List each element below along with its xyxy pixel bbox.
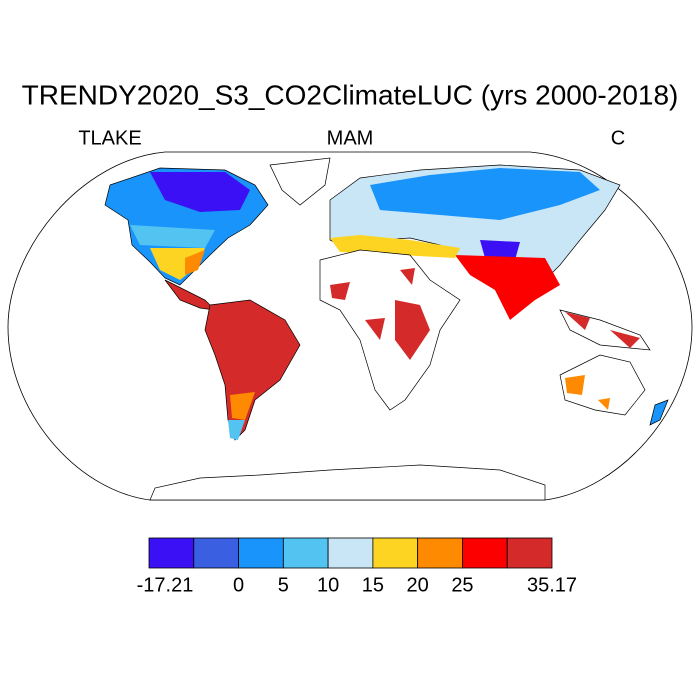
region: [370, 168, 600, 220]
colorbar-box: [238, 537, 284, 569]
new-zealand: [649, 399, 669, 426]
region: [598, 398, 610, 410]
colorbar-tick-label: 0: [233, 574, 244, 596]
colorbar-box: [506, 537, 553, 569]
colorbar-tick-label: 10: [317, 574, 339, 596]
australia: [559, 354, 646, 416]
africa: [319, 249, 461, 411]
region: [185, 250, 205, 275]
subtitle-center: MAM: [327, 127, 374, 149]
subtitle-right: C: [611, 127, 625, 149]
region: [150, 172, 250, 212]
colorbar: -17.21 0 5 10 15 20 25 35.17: [137, 537, 577, 596]
colorbar-tick-label: 25: [451, 574, 473, 596]
colorbar-box: [417, 537, 463, 569]
colorbar-tick-label: 5: [278, 574, 289, 596]
region: [565, 375, 585, 395]
colorbar-box: [327, 537, 374, 569]
region: [228, 420, 245, 440]
subtitle-left: TLAKE: [78, 127, 141, 149]
colorbar-box: [282, 537, 329, 569]
colorbar-tick-label: -17.21: [137, 574, 194, 596]
antarctica: [149, 464, 546, 501]
colorbar-box: [372, 537, 419, 569]
region: [565, 312, 640, 348]
greenland: [269, 157, 331, 206]
region: [230, 392, 255, 420]
colorbar-tick-label: 35.17: [527, 574, 577, 596]
colorbar-tick-label: 15: [362, 574, 384, 596]
region: [330, 268, 430, 360]
south-america: [204, 299, 301, 441]
region: [130, 225, 215, 248]
colorbar-box: [193, 537, 239, 569]
colorbar-box: [462, 537, 508, 569]
map: [7, 151, 693, 501]
title: TRENDY2020_S3_CO2ClimateLUC (yrs 2000-20…: [22, 79, 679, 110]
region: [455, 255, 560, 320]
colorbar-tick-label: 20: [407, 574, 429, 596]
colorbar-box: [148, 537, 195, 569]
region: [480, 240, 520, 260]
central-america: [164, 279, 216, 311]
